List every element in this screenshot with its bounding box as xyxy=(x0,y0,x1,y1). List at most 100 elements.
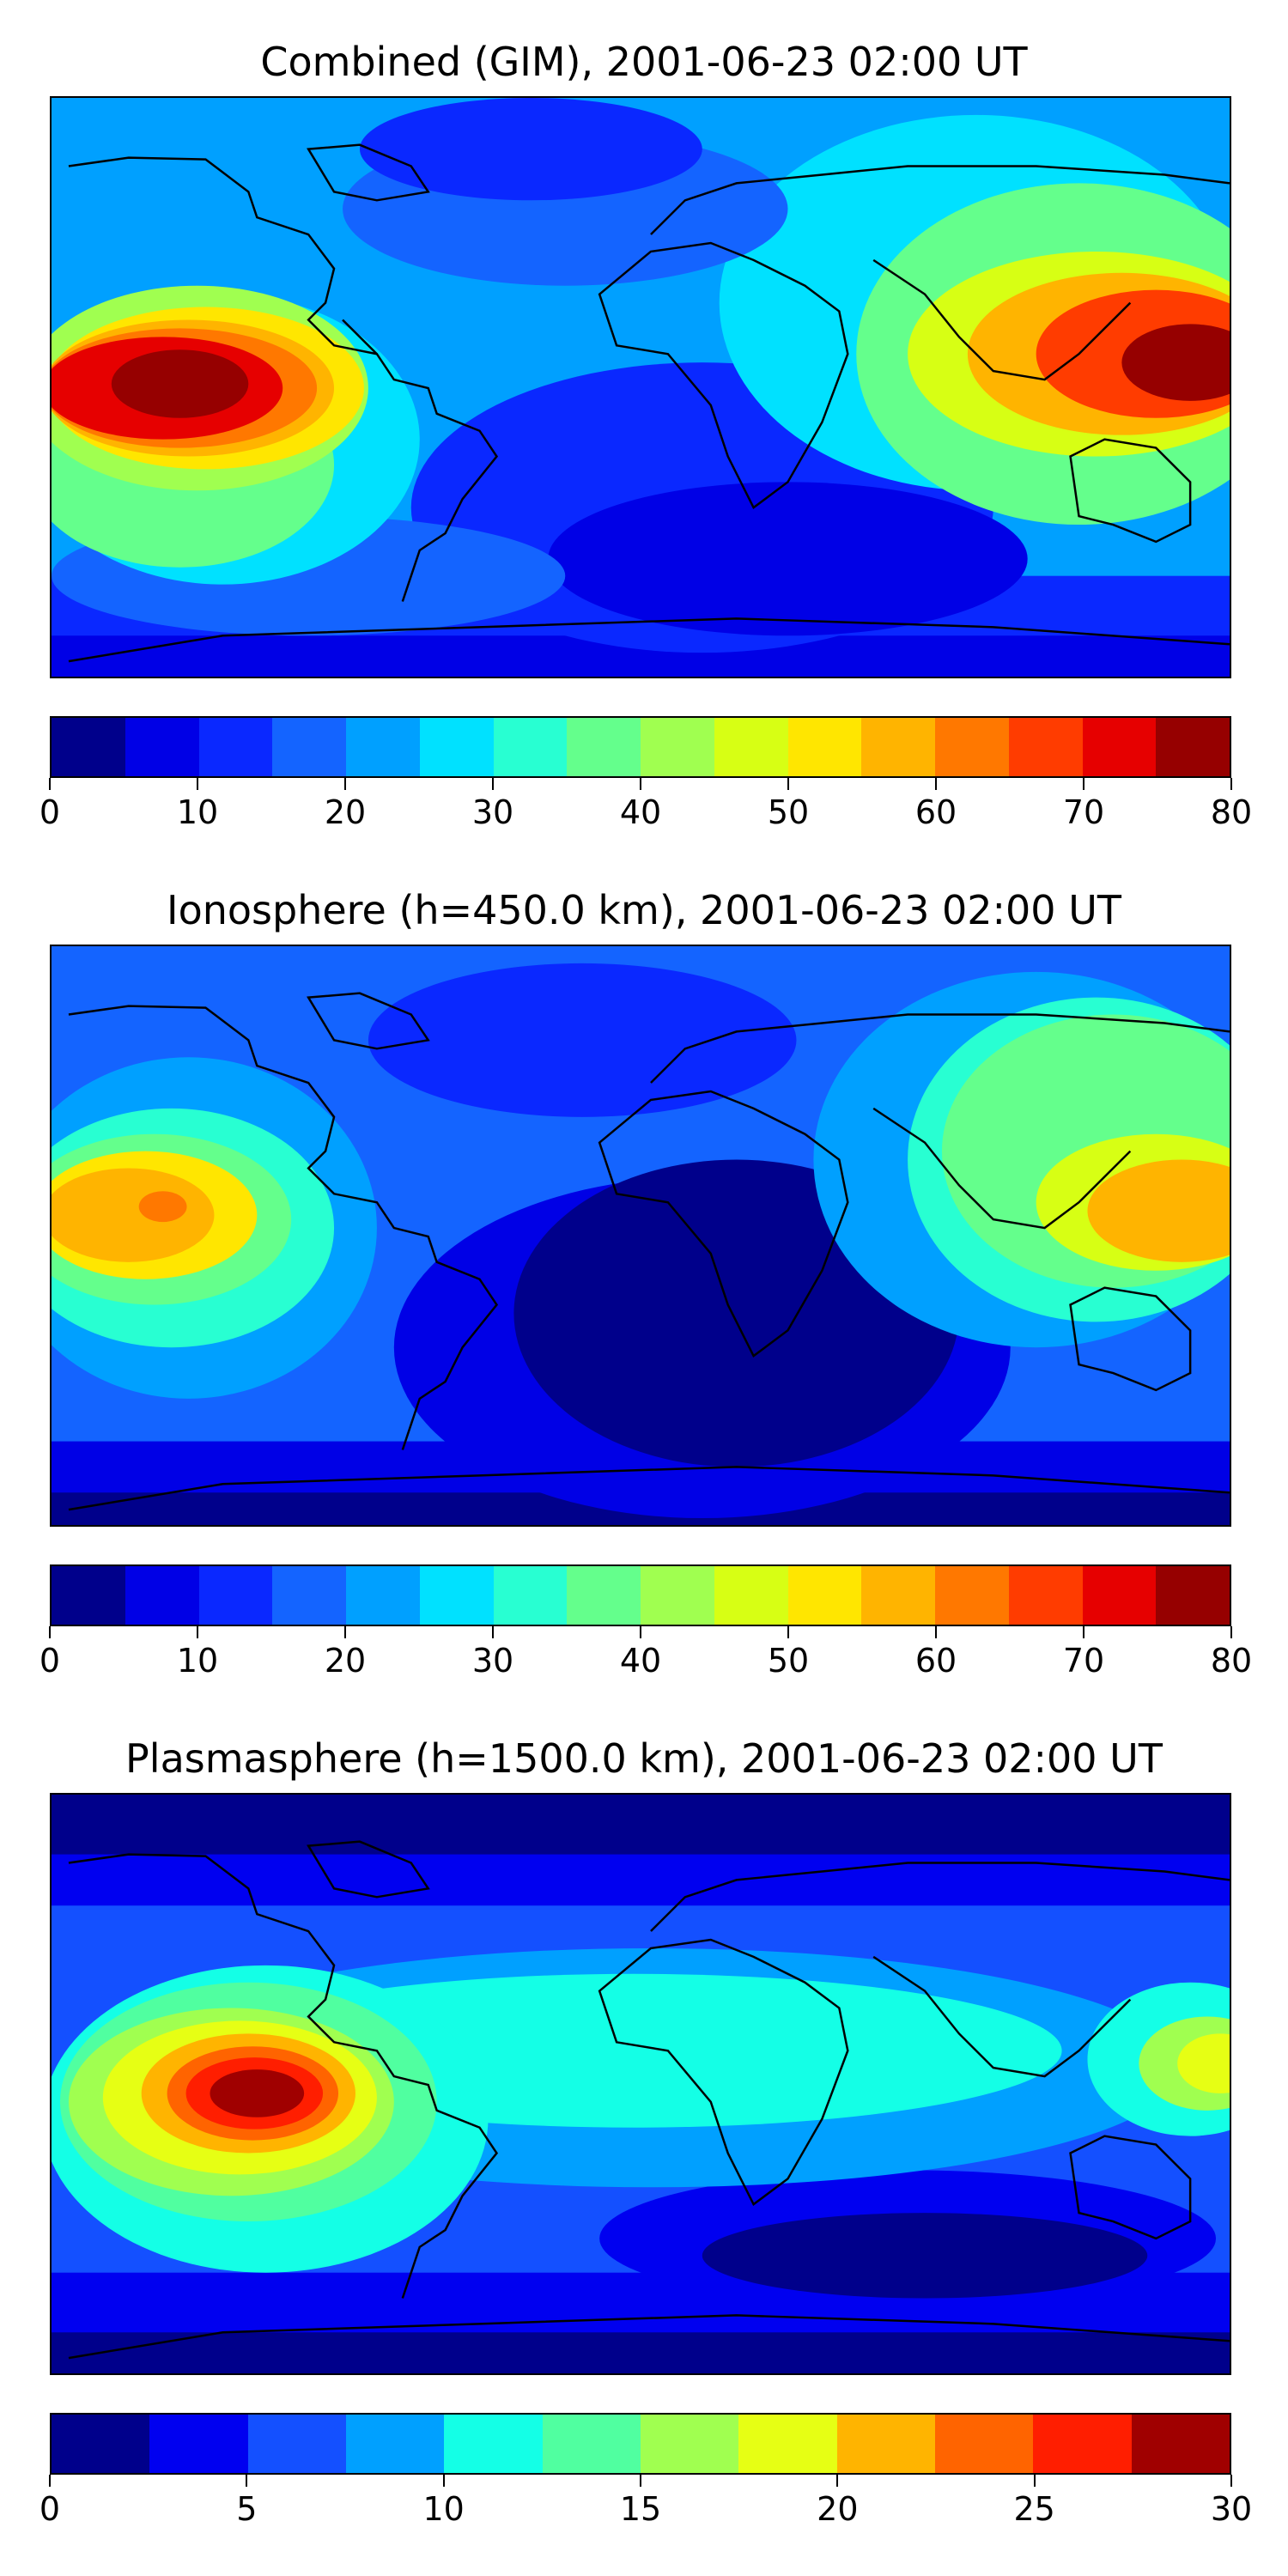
colorbar-segment xyxy=(419,718,494,776)
colorbar-tick-mark xyxy=(442,2475,445,2487)
colorbar-tick-mark xyxy=(640,778,641,790)
colorbar-segment xyxy=(149,2415,248,2473)
colorbar-segment xyxy=(934,2415,1034,2473)
panel-3-colorbar-ticks: 0 5 10 15 20 25 30 xyxy=(39,2475,1252,2528)
colorbar-segment xyxy=(1033,2415,1132,2473)
colorbar-tick-label: 10 xyxy=(176,793,219,831)
colorbar-tick-label: 0 xyxy=(39,1642,61,1680)
colorbar-segment xyxy=(1156,718,1230,776)
colorbar-tick-mark xyxy=(836,2475,839,2487)
colorbar-segment xyxy=(125,1566,199,1625)
colorbar-segment xyxy=(1082,1566,1157,1625)
colorbar-tick-label: 30 xyxy=(471,1642,514,1680)
panel-1-colorbar-ticks: 0 10 20 30 40 50 60 70 80 xyxy=(39,778,1252,831)
colorbar-segment xyxy=(714,718,788,776)
colorbar-segment xyxy=(247,2415,346,2473)
colorbar-segment xyxy=(52,2415,150,2473)
colorbar-segment xyxy=(787,718,862,776)
colorbar-segment xyxy=(836,2415,935,2473)
colorbar-tick-label: 60 xyxy=(914,793,957,831)
colorbar-segment xyxy=(738,2415,837,2473)
colorbar-tick-mark xyxy=(197,1626,198,1638)
panel-1-map-plot xyxy=(52,98,1230,677)
colorbar-segment xyxy=(1008,1566,1083,1625)
colorbar-segment xyxy=(640,2415,739,2473)
colorbar-segment xyxy=(444,2415,543,2473)
colorbar-tick-mark xyxy=(1230,1626,1232,1638)
colorbar-tick-mark xyxy=(49,2475,51,2487)
colorbar-segment xyxy=(419,1566,494,1625)
colorbar-tick-mark xyxy=(1230,2475,1232,2487)
colorbar-tick-mark xyxy=(935,778,937,790)
colorbar-tick-mark xyxy=(640,2475,641,2487)
colorbar-tick-label: 20 xyxy=(817,2490,859,2528)
colorbar-segment xyxy=(641,718,714,776)
panel-2-title: Ionosphere (h=450.0 km), 2001-06-23 02:0… xyxy=(167,887,1121,933)
panel-3-map xyxy=(50,1793,1231,2375)
colorbar-tick-label: 40 xyxy=(619,1642,662,1680)
colorbar-tick-mark xyxy=(787,778,789,790)
colorbar-segment xyxy=(125,718,199,776)
colorbar-tick-mark xyxy=(1083,1626,1084,1638)
panel-1-title: Combined (GIM), 2001-06-23 02:00 UT xyxy=(260,39,1028,85)
colorbar-segment xyxy=(493,718,568,776)
colorbar-segment xyxy=(1008,718,1083,776)
colorbar-segment xyxy=(198,1566,273,1625)
colorbar-segment xyxy=(641,1566,714,1625)
colorbar-segment xyxy=(935,718,1009,776)
panel-1-map xyxy=(50,96,1231,678)
colorbar-segment xyxy=(787,1566,862,1625)
colorbar-segment xyxy=(345,2415,445,2473)
colorbar-tick-label: 10 xyxy=(176,1642,219,1680)
panel-3-colorbar xyxy=(50,2413,1231,2475)
colorbar-tick-label: 10 xyxy=(422,2490,465,2528)
colorbar-segment xyxy=(1156,1566,1230,1625)
colorbar-segment xyxy=(567,1566,641,1625)
colorbar-segment xyxy=(1131,2415,1230,2473)
colorbar-tick-label: 20 xyxy=(324,793,367,831)
colorbar-segment xyxy=(861,1566,935,1625)
panel-2-map-plot xyxy=(52,946,1230,1525)
colorbar-tick-mark xyxy=(1083,778,1084,790)
colorbar-tick-label: 0 xyxy=(39,793,61,831)
colorbar-segment xyxy=(346,1566,420,1625)
colorbar-tick-label: 0 xyxy=(39,2490,61,2528)
colorbar-segment xyxy=(272,718,346,776)
colorbar-segment xyxy=(198,718,273,776)
colorbar-tick-label: 30 xyxy=(1210,2490,1253,2528)
colorbar-segment xyxy=(52,718,125,776)
colorbar-tick-label: 50 xyxy=(767,1642,810,1680)
panel-2-map xyxy=(50,945,1231,1527)
colorbar-tick-mark xyxy=(49,778,51,790)
colorbar-tick-mark xyxy=(49,1626,51,1638)
colorbar-tick-mark xyxy=(197,778,198,790)
panel-2-colorbar-ticks: 0 10 20 30 40 50 60 70 80 xyxy=(39,1626,1252,1680)
colorbar-segment xyxy=(567,718,641,776)
colorbar-tick-label: 80 xyxy=(1210,793,1253,831)
colorbar-tick-label: 70 xyxy=(1062,1642,1105,1680)
colorbar-segment xyxy=(542,2415,641,2473)
colorbar-segment xyxy=(861,718,935,776)
colorbar-tick-label: 25 xyxy=(1013,2490,1055,2528)
colorbar-tick-mark xyxy=(1230,778,1232,790)
colorbar-tick-mark xyxy=(246,2475,248,2487)
colorbar-tick-label: 40 xyxy=(619,793,662,831)
panel-3-map-plot xyxy=(52,1795,1230,2373)
colorbar-tick-mark xyxy=(492,1626,494,1638)
colorbar-segment xyxy=(52,1566,125,1625)
colorbar-tick-label: 5 xyxy=(236,2490,258,2528)
colorbar-segment xyxy=(714,1566,788,1625)
colorbar-tick-label: 20 xyxy=(324,1642,367,1680)
colorbar-tick-mark xyxy=(640,1626,641,1638)
colorbar-tick-label: 80 xyxy=(1210,1642,1253,1680)
colorbar-tick-mark xyxy=(492,778,494,790)
colorbar-tick-label: 70 xyxy=(1062,793,1105,831)
colorbar-segment xyxy=(935,1566,1009,1625)
colorbar-tick-mark xyxy=(344,778,346,790)
colorbar-tick-label: 30 xyxy=(471,793,514,831)
colorbar-tick-mark xyxy=(935,1626,937,1638)
colorbar-tick-label: 60 xyxy=(914,1642,957,1680)
panel-3-title: Plasmasphere (h=1500.0 km), 2001-06-23 0… xyxy=(125,1735,1163,1782)
colorbar-tick-mark xyxy=(1033,2475,1036,2487)
colorbar-segment xyxy=(272,1566,346,1625)
